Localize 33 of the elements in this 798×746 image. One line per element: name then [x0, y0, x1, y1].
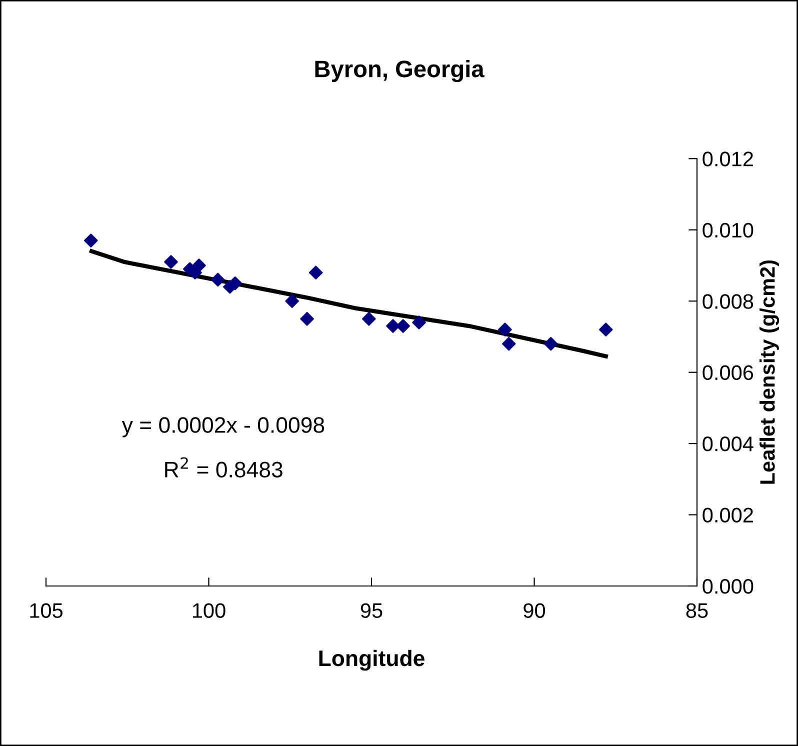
- point: [386, 319, 400, 333]
- line-series: [89, 249, 608, 358]
- point: [164, 255, 178, 269]
- y-tick-label: 0.012: [702, 152, 753, 166]
- point: [308, 266, 323, 280]
- point: [412, 316, 426, 330]
- point: [598, 322, 613, 336]
- point: [84, 234, 98, 248]
- point: [300, 312, 314, 326]
- x-axis-title: Longitude: [319, 650, 424, 671]
- point: [192, 258, 206, 272]
- y-tick-label: 0.006: [702, 365, 754, 380]
- chart-title: Byron, Georgia: [315, 60, 484, 82]
- y-tick-label: 0.000: [702, 579, 754, 594]
- point: [210, 272, 225, 287]
- annotation: y = 0.0002x - 0.0098: [122, 417, 324, 438]
- x-tick-label: 95: [360, 603, 382, 618]
- y-tick-label: 0.008: [702, 294, 754, 309]
- x-tick-label: 100: [192, 603, 226, 618]
- point: [544, 336, 558, 351]
- x-tick-label: 105: [30, 603, 63, 618]
- y-tick-label: 0.010: [702, 222, 754, 238]
- point: [285, 294, 299, 308]
- point: [362, 312, 376, 326]
- y-axis-title: Leaflet density (g/cm2): [760, 260, 780, 484]
- y-tick-label: 0.004: [702, 436, 754, 452]
- annotation: R$^{2}$ = 0.8483: [165, 457, 282, 478]
- point: [498, 322, 512, 336]
- x-tick-label: 90: [524, 603, 546, 618]
- point: [396, 319, 410, 333]
- point: [502, 336, 516, 351]
- y-tick-label: 0.002: [702, 508, 753, 523]
- x-tick-label: 85: [686, 603, 708, 618]
